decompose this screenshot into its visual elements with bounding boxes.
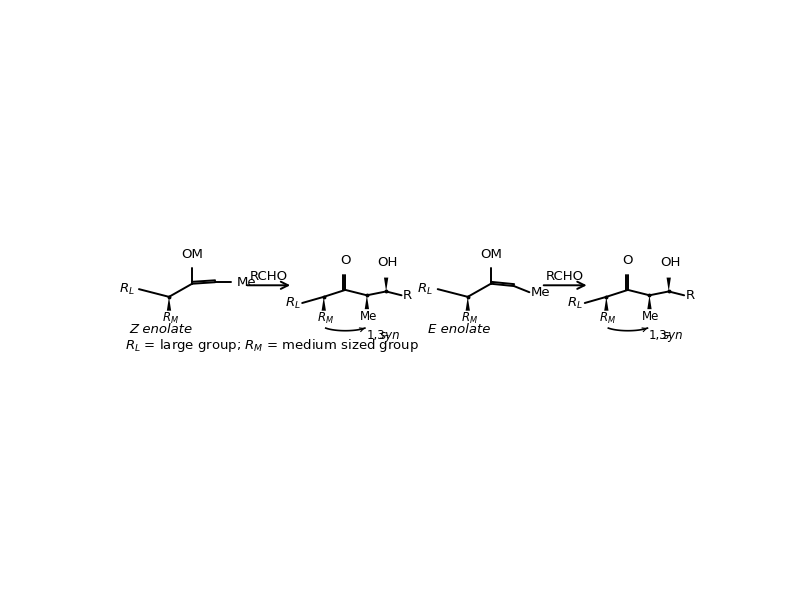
Text: $R_L$: $R_L$ [418, 281, 433, 296]
Text: O: O [622, 254, 633, 267]
Polygon shape [384, 278, 388, 292]
Text: syn: syn [380, 329, 401, 342]
Text: $R_L$: $R_L$ [567, 295, 583, 311]
Text: E enolate: E enolate [428, 323, 490, 337]
Polygon shape [167, 297, 171, 311]
Text: $R_M$: $R_M$ [317, 311, 334, 326]
Text: $R_L$ = large group; $R_M$ = medium sized group: $R_L$ = large group; $R_M$ = medium size… [125, 337, 419, 354]
Text: Me: Me [237, 276, 256, 289]
Text: OM: OM [181, 248, 203, 260]
Text: RCHO: RCHO [250, 269, 288, 283]
Text: $R_M$: $R_M$ [599, 311, 617, 326]
Text: R: R [403, 289, 412, 302]
Text: O: O [340, 254, 350, 267]
Polygon shape [322, 297, 326, 311]
Text: syn: syn [663, 329, 683, 342]
Polygon shape [604, 297, 609, 311]
Text: Me: Me [360, 310, 377, 323]
Text: OH: OH [378, 256, 398, 269]
Text: $R_L$: $R_L$ [285, 295, 301, 311]
Text: $R_M$: $R_M$ [461, 311, 478, 326]
Polygon shape [466, 297, 470, 311]
Polygon shape [666, 278, 671, 292]
Text: Me: Me [531, 286, 550, 299]
Text: Me: Me [642, 310, 660, 323]
Polygon shape [647, 295, 652, 309]
Text: $R_M$: $R_M$ [162, 311, 179, 326]
Text: RCHO: RCHO [546, 269, 584, 283]
Text: 1,3-: 1,3- [366, 329, 390, 342]
Polygon shape [365, 295, 369, 309]
Text: Z enolate: Z enolate [129, 323, 192, 337]
Text: R: R [686, 289, 694, 302]
Text: OH: OH [660, 256, 681, 269]
Text: OM: OM [480, 248, 502, 260]
Text: $R_L$: $R_L$ [118, 281, 134, 296]
Text: 1,3-: 1,3- [649, 329, 672, 342]
